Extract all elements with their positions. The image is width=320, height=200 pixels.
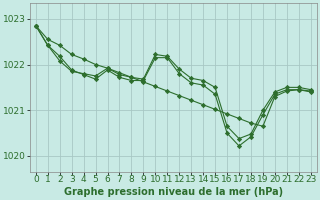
X-axis label: Graphe pression niveau de la mer (hPa): Graphe pression niveau de la mer (hPa) xyxy=(64,187,283,197)
